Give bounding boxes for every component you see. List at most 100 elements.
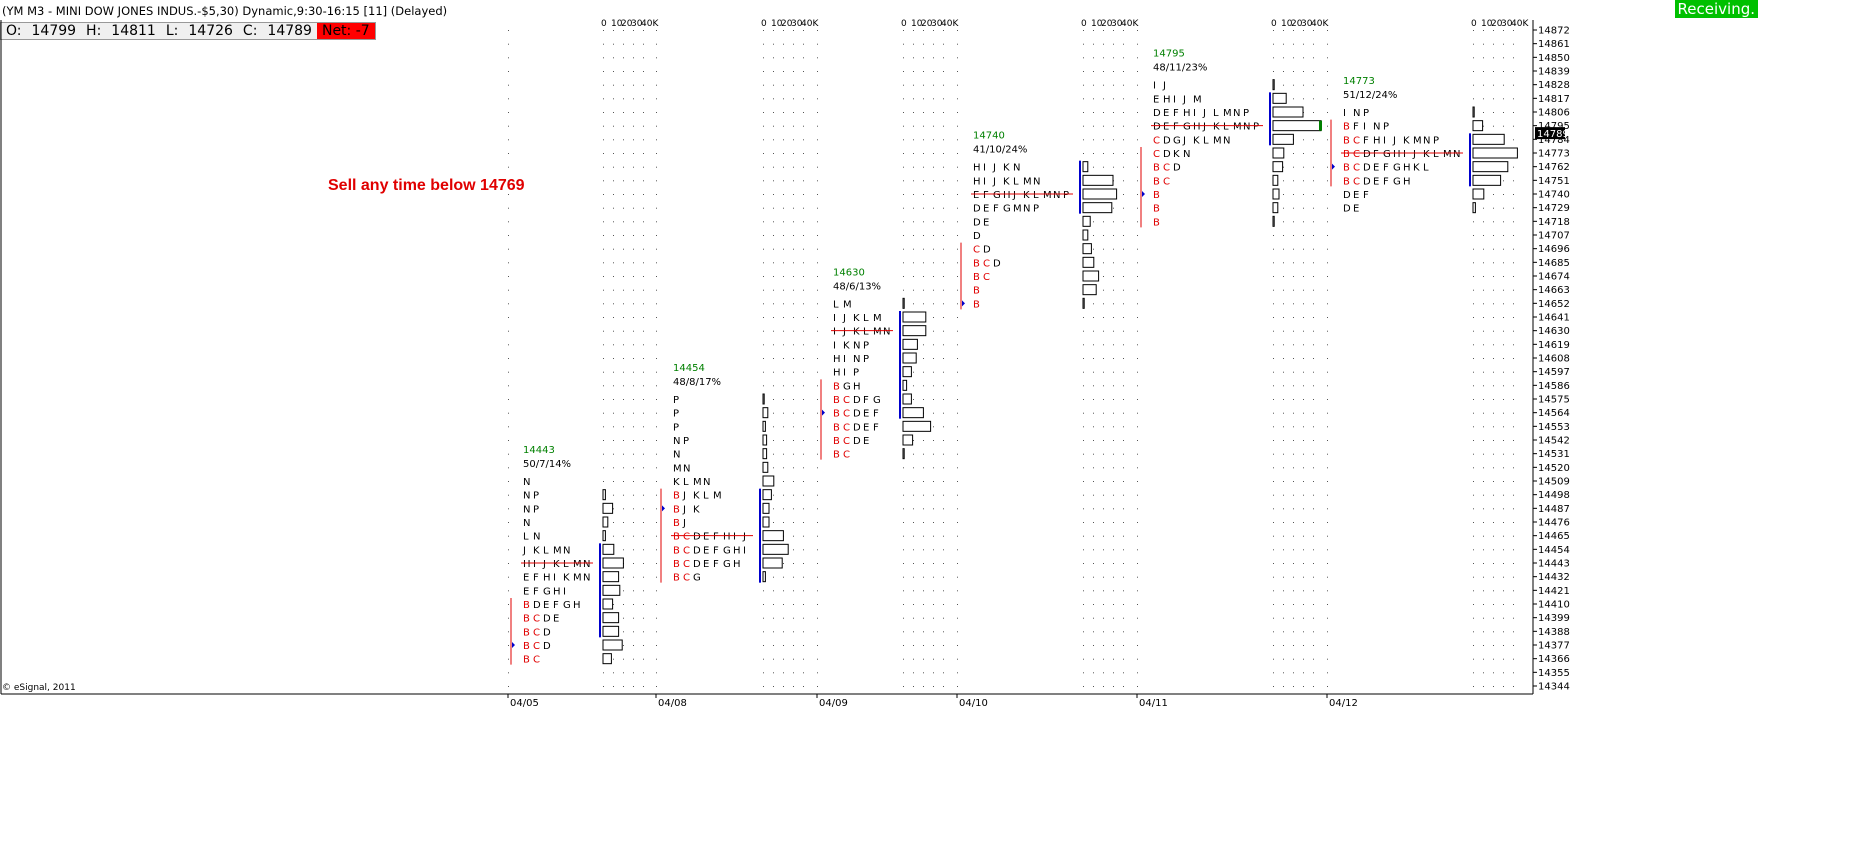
grid-dot bbox=[603, 30, 604, 31]
grid-dot bbox=[957, 153, 958, 154]
tpo-letter: N bbox=[583, 573, 590, 584]
grid-dot bbox=[633, 98, 634, 100]
y-tick-label: 14850 bbox=[1538, 53, 1570, 64]
grid-dot bbox=[913, 658, 914, 660]
tpo-letter: F bbox=[713, 532, 719, 543]
grid-dot bbox=[656, 166, 657, 168]
tpo-letter: I bbox=[1343, 108, 1346, 119]
volume-scale-label: 0 bbox=[601, 19, 607, 29]
grid-dot bbox=[1283, 412, 1284, 414]
grid-dot bbox=[656, 317, 657, 318]
grid-dot bbox=[623, 112, 624, 113]
grid-dot bbox=[623, 399, 624, 400]
grid-dot bbox=[803, 303, 804, 305]
grid-dot bbox=[1503, 563, 1504, 564]
y-tick-label: 14773 bbox=[1538, 149, 1570, 160]
grid-dot bbox=[1113, 125, 1114, 127]
tpo-letter: E bbox=[973, 190, 979, 201]
grid-dot bbox=[817, 426, 818, 428]
grid-dot bbox=[1503, 30, 1504, 31]
grid-dot bbox=[763, 645, 764, 646]
volume-bar bbox=[602, 489, 606, 501]
grid-dot bbox=[1313, 426, 1314, 428]
grid-dot bbox=[1083, 112, 1084, 113]
grid-dot bbox=[508, 125, 509, 127]
tpo-letter: J bbox=[842, 313, 846, 324]
grid-dot bbox=[923, 672, 924, 674]
grid-dot bbox=[817, 412, 818, 414]
grid-dot bbox=[923, 658, 924, 660]
grid-dot bbox=[793, 672, 794, 674]
volume-scale-label: 10 bbox=[611, 19, 623, 29]
tpo-letter: H bbox=[1373, 135, 1381, 146]
grid-dot bbox=[1123, 426, 1124, 428]
tpo-letter: I bbox=[1383, 135, 1386, 146]
tpo-letter: P bbox=[1063, 190, 1069, 201]
grid-dot bbox=[933, 317, 934, 318]
grid-dot bbox=[633, 43, 634, 45]
grid-dot bbox=[933, 330, 934, 332]
volume-bar bbox=[602, 516, 609, 528]
tpo-letter: J bbox=[1182, 135, 1186, 146]
grid-dot bbox=[1283, 686, 1284, 687]
tpo-letter: H bbox=[1403, 163, 1411, 174]
grid-dot bbox=[763, 371, 764, 373]
grid-dot bbox=[957, 535, 958, 537]
grid-dot bbox=[1473, 303, 1474, 305]
tpo-letter: P bbox=[673, 395, 679, 406]
grid-dot bbox=[817, 207, 818, 209]
tpo-letter: F bbox=[1373, 149, 1379, 160]
grid-dot bbox=[633, 494, 634, 496]
grid-dot bbox=[817, 248, 818, 250]
grid-dot bbox=[1113, 57, 1114, 59]
grid-dot bbox=[1083, 399, 1084, 400]
grid-dot bbox=[943, 426, 944, 428]
grid-dot bbox=[933, 494, 934, 496]
volume-scale-label: 20 bbox=[1101, 19, 1113, 29]
grid-dot bbox=[1513, 549, 1514, 551]
grid-dot bbox=[1513, 221, 1514, 223]
grid-dot bbox=[913, 276, 914, 277]
tpo-letter: B bbox=[523, 600, 530, 611]
grid-dot bbox=[933, 98, 934, 100]
grid-dot bbox=[1313, 221, 1314, 223]
grid-dot bbox=[773, 658, 774, 660]
tpo-letter: G bbox=[693, 573, 701, 584]
grid-dot bbox=[1303, 98, 1304, 100]
grid-dot bbox=[957, 43, 958, 45]
grid-dot bbox=[1473, 43, 1474, 45]
grid-dot bbox=[603, 412, 604, 414]
grid-dot bbox=[1513, 248, 1514, 250]
grid-dot bbox=[1137, 563, 1138, 564]
tpo-letter: B bbox=[673, 559, 680, 570]
grid-dot bbox=[1113, 358, 1114, 359]
grid-dot bbox=[656, 617, 657, 619]
grid-dot bbox=[773, 71, 774, 72]
grid-dot bbox=[656, 153, 657, 154]
tpo-letter: C bbox=[843, 422, 850, 433]
grid-dot bbox=[903, 563, 904, 564]
grid-dot bbox=[1083, 686, 1084, 687]
volume-scale-label: 40K bbox=[1121, 19, 1139, 29]
grid-dot bbox=[763, 658, 764, 660]
grid-dot bbox=[1123, 303, 1124, 305]
grid-dot bbox=[1283, 481, 1284, 482]
volume-bar bbox=[1272, 161, 1284, 173]
volume-bar bbox=[1082, 284, 1097, 296]
grid-dot bbox=[763, 235, 764, 236]
grid-dot bbox=[1473, 262, 1474, 264]
volume-bar bbox=[1472, 202, 1476, 214]
grid-dot bbox=[773, 57, 774, 59]
grid-dot bbox=[1113, 481, 1114, 482]
grid-dot bbox=[773, 139, 774, 141]
grid-dot bbox=[623, 344, 624, 346]
tpo-letter: H bbox=[1393, 149, 1401, 160]
grid-dot bbox=[913, 604, 914, 605]
grid-dot bbox=[943, 235, 944, 236]
tpo-letter: G bbox=[723, 559, 731, 570]
tpo-letter: E bbox=[703, 532, 709, 543]
grid-dot bbox=[633, 358, 634, 359]
volume-bar bbox=[902, 407, 924, 419]
grid-dot bbox=[633, 590, 634, 592]
grid-dot bbox=[613, 125, 614, 127]
